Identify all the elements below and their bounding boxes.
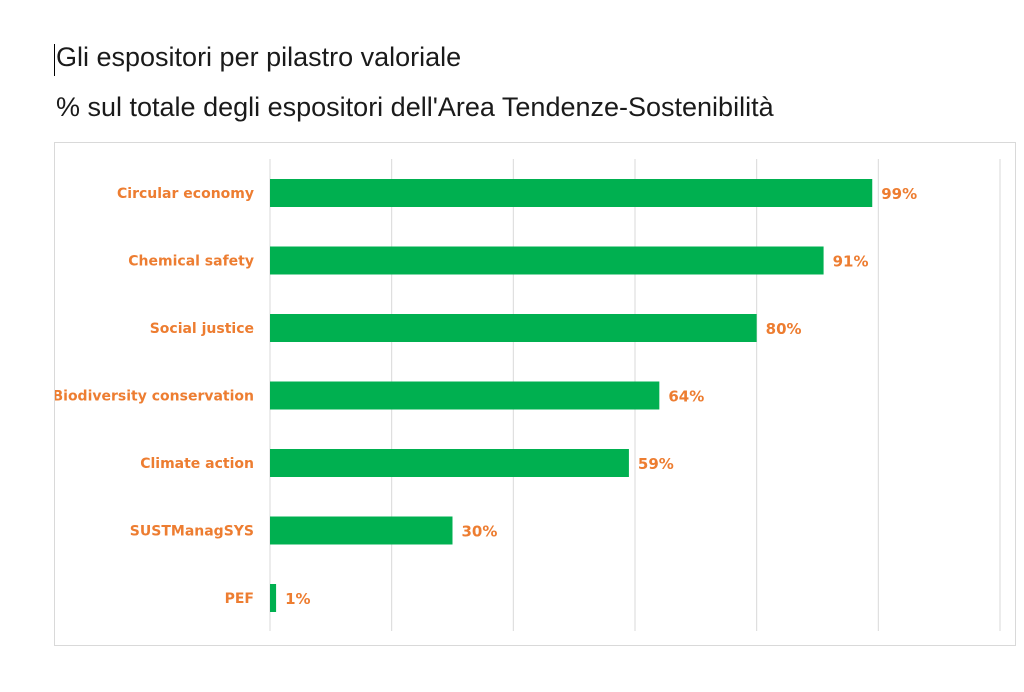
category-label: Biodiversity conservation: [55, 389, 254, 405]
bar: [270, 246, 824, 275]
category-label: Social justice: [150, 321, 254, 337]
value-label: 91%: [833, 253, 869, 271]
category-label: Circular economy: [117, 186, 254, 202]
bar: [270, 381, 660, 410]
bar: [270, 516, 453, 545]
category-label: Climate action: [140, 456, 254, 472]
chart-title: Gli espositori per pilastro valoriale: [56, 42, 462, 72]
value-label: 99%: [881, 185, 917, 203]
bar: [270, 314, 757, 342]
value-label: 1%: [285, 590, 310, 608]
value-label: 59%: [638, 455, 674, 473]
text-cursor: [54, 44, 55, 76]
chart-subtitle: % sul totale degli espositori dell'Area …: [56, 92, 774, 122]
bar: [270, 449, 629, 477]
value-label: 30%: [462, 523, 498, 541]
value-label: 64%: [668, 388, 704, 406]
category-label: SUSTManagSYS: [130, 524, 254, 540]
chart-area: Circular economy 99% Chemical safety 91% Soc…: [52, 142, 1016, 646]
bar: [270, 179, 873, 207]
bar-chart: Circular economy 99% Chemical safety 91% Soc…: [52, 159, 1001, 631]
bar: [270, 584, 277, 612]
category-label: PEF: [225, 591, 254, 607]
value-label: 80%: [766, 320, 802, 338]
category-label: Chemical safety: [128, 254, 254, 270]
